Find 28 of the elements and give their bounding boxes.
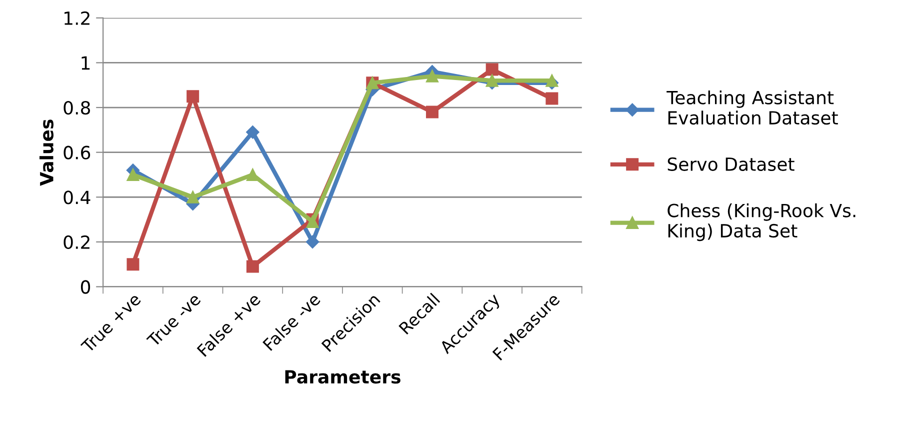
point — [486, 63, 498, 76]
point — [126, 168, 140, 181]
point — [426, 70, 438, 82]
y-tick-label: 1.2 — [64, 11, 90, 25]
point — [126, 258, 140, 271]
point — [546, 74, 558, 87]
point — [186, 90, 200, 103]
legend-label: Chess (King-Rook Vs. King) Data Set — [668, 203, 856, 242]
point — [426, 106, 438, 118]
legend-label: Servo Dataset — [668, 157, 794, 171]
point — [246, 260, 259, 273]
point — [306, 235, 320, 249]
y-tick-label: 0.4 — [64, 190, 90, 204]
y-axis-title: Values — [40, 120, 54, 186]
x-tick-label: True +ve — [80, 292, 142, 354]
point — [306, 216, 319, 228]
y-tick-label: 1 — [82, 56, 90, 70]
y-tick-label: 0 — [80, 280, 90, 294]
y-tick-label: 0.2 — [64, 235, 90, 250]
y-tick-label: 0.6 — [64, 146, 90, 160]
point — [546, 92, 558, 105]
point — [186, 190, 200, 204]
point — [246, 168, 259, 181]
point — [486, 74, 498, 87]
point — [246, 126, 260, 139]
x-axis-title: Parameters — [285, 370, 400, 384]
legend-label: Teaching Assistant Evaluation Dataset — [666, 90, 838, 125]
y-tick-label: 0.8 — [64, 100, 90, 115]
